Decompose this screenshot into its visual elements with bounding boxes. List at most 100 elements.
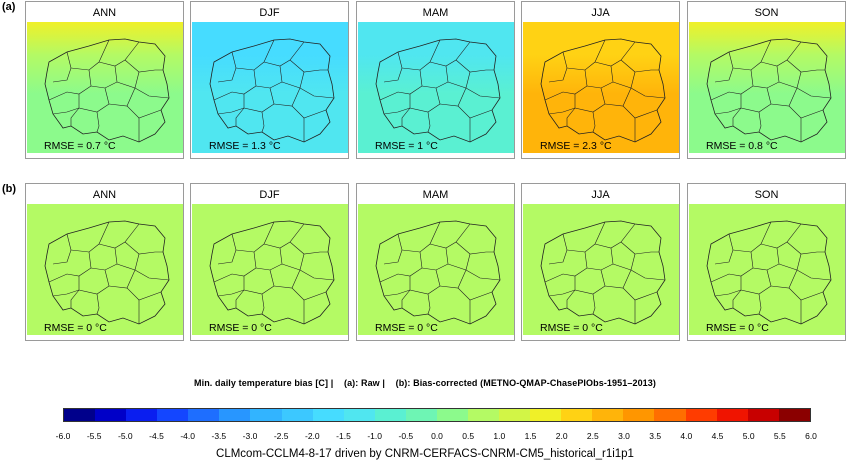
colorbar-tick-label: 4.5 (711, 431, 724, 441)
region-border (255, 247, 283, 271)
colorbar-segment (95, 409, 127, 421)
region-border (235, 221, 275, 253)
colorbar-tick-label: 2.5 (586, 431, 599, 441)
colorbar-segment (654, 409, 686, 421)
bias-map (192, 204, 348, 335)
region-border (592, 111, 596, 133)
region-border (732, 289, 742, 308)
region-border (401, 107, 411, 126)
country-outline (706, 38, 832, 143)
panel-season-title: JJA (591, 7, 610, 19)
region-border (70, 39, 110, 71)
region-border (124, 59, 163, 73)
region-border (289, 241, 328, 255)
region-border (455, 59, 494, 73)
region-border (235, 107, 245, 126)
region-border (630, 269, 666, 281)
colorbar-segment (468, 409, 500, 421)
colorbar-tick-label: 3.5 (649, 431, 662, 441)
region-border (566, 221, 606, 253)
caption-variable: Min. daily temperature bias [C] | (194, 378, 334, 388)
map-panel: DJF RMSE = 0 °C (190, 183, 349, 341)
region-border (90, 65, 118, 89)
country-outline (209, 38, 335, 143)
colorbar-tick-label: 1.5 (524, 431, 537, 441)
colorbar-tick-label: -1.0 (367, 431, 382, 441)
region-border (714, 51, 734, 83)
colorbar-segment (778, 409, 810, 421)
colorbar-segment (157, 409, 189, 421)
panel-season-title: JJA (591, 189, 610, 201)
region-border (299, 269, 335, 281)
rmse-label: RMSE = 0.8 °C (706, 140, 778, 152)
colorbar-segment (716, 409, 748, 421)
region-border (455, 241, 494, 255)
region-border (760, 223, 802, 249)
region-border (52, 107, 80, 115)
region-border (70, 289, 80, 308)
region-border (586, 65, 614, 89)
colorbar-tick-label: 4.0 (680, 431, 693, 441)
region-border (796, 269, 832, 281)
region-border (548, 233, 568, 265)
region-border (217, 233, 237, 265)
region-border (134, 269, 170, 281)
region-border (752, 65, 780, 89)
region-border (263, 223, 305, 249)
rmse-label: RMSE = 0.7 °C (44, 140, 116, 152)
region-border (217, 51, 237, 83)
colorbar-tick-label: 5.0 (742, 431, 755, 441)
country-outline (540, 220, 666, 325)
region-border (620, 241, 659, 255)
bias-field (523, 204, 679, 335)
region-border (401, 39, 441, 71)
map-panel: SON RMSE = 0.8 °C (687, 1, 846, 159)
region-border (70, 107, 80, 126)
region-border (465, 269, 501, 281)
rmse-label: RMSE = 0 °C (44, 322, 107, 334)
map-panel: ANN RMSE = 0.7 °C (25, 1, 184, 159)
region-border (383, 233, 403, 265)
region-border (752, 247, 780, 271)
bias-field (27, 204, 183, 335)
colorbar-tick-label: -6.0 (55, 431, 71, 441)
rmse-label: RMSE = 0 °C (209, 322, 272, 334)
region-border (124, 241, 163, 255)
country-outline (44, 38, 170, 143)
country-outline (375, 38, 501, 143)
region-border (592, 293, 596, 315)
region-border (52, 233, 72, 265)
region-border (714, 233, 734, 265)
caption-corrected: (b): Bias-corrected (METNO-QMAP-ChasePIO… (395, 378, 656, 388)
rmse-label: RMSE = 1.3 °C (209, 140, 281, 152)
colorbar-tick-label: 3.0 (618, 431, 630, 441)
colorbar-segment (623, 409, 655, 421)
rmse-label: RMSE = 0 °C (540, 322, 603, 334)
colorbar-segment (281, 409, 313, 421)
region-border (255, 65, 283, 89)
panel-season-title: SON (754, 7, 779, 19)
country-outline (540, 38, 666, 143)
bias-map (523, 22, 679, 153)
footer-model-label: CLMcom-CCLM4-8-17 driven by CNRM-CERFACS… (216, 448, 634, 460)
colorbar-segment (312, 409, 344, 421)
colorbar-segment (592, 409, 624, 421)
bias-map (358, 22, 514, 153)
region-border (96, 293, 100, 315)
figure-caption: Min. daily temperature bias [C] | (a): R… (0, 378, 850, 388)
panel-season-title: SON (754, 189, 779, 201)
map-panel: MAM RMSE = 0 °C (356, 183, 515, 341)
colorbar-tick-label: 0.0 (431, 431, 443, 441)
region-border (566, 289, 576, 308)
bias-field (523, 22, 679, 153)
region-border (299, 87, 335, 99)
bias-map (689, 22, 845, 153)
region-border (421, 65, 449, 89)
rmse-label: RMSE = 1 °C (375, 140, 438, 152)
country-outline (44, 220, 170, 325)
panel-season-title: ANN (92, 7, 117, 19)
region-border (714, 107, 742, 115)
region-border (261, 293, 265, 315)
row-label-a: (a) (2, 1, 16, 13)
region-border (52, 51, 72, 83)
